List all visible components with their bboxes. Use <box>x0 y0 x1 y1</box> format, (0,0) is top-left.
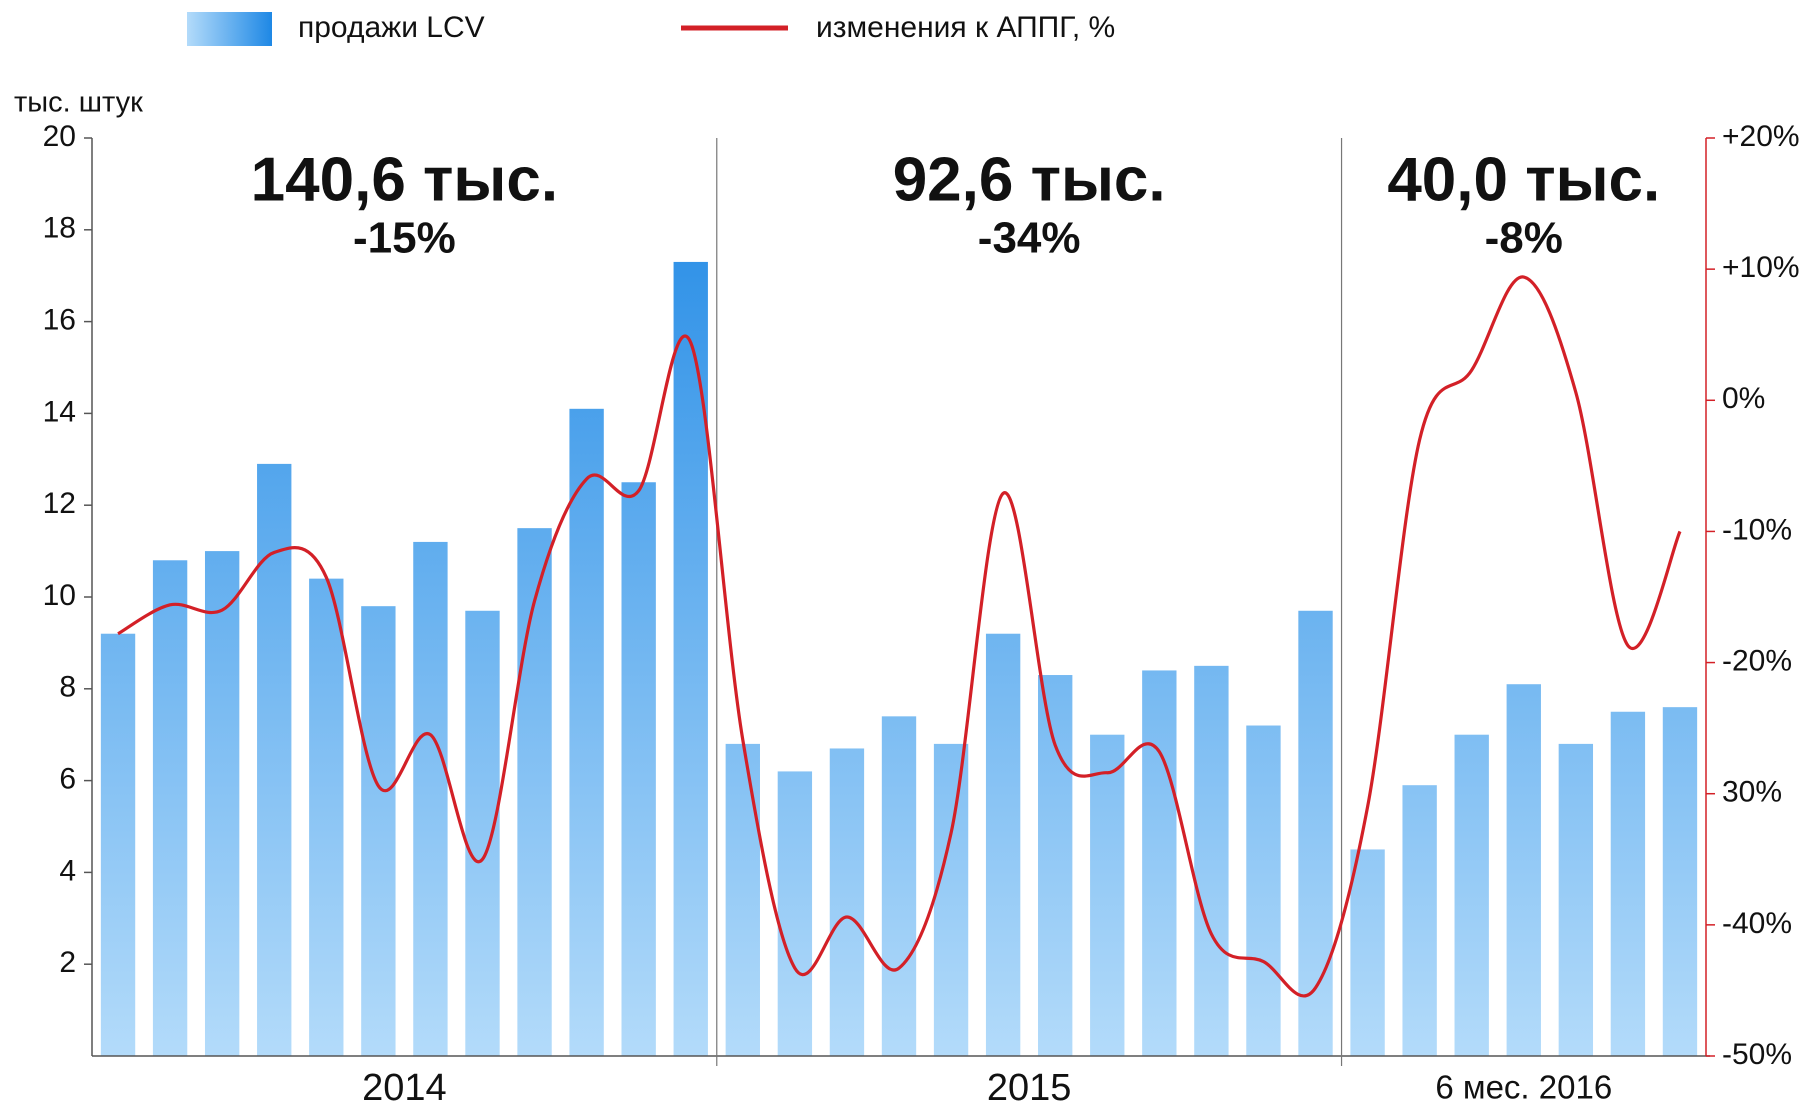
y-tick-label: 6 <box>59 763 76 796</box>
bar <box>673 261 708 1056</box>
bar <box>1350 849 1385 1056</box>
bar <box>413 541 448 1056</box>
y2-tick-label: -20% <box>1722 644 1792 677</box>
y-tick-label: 18 <box>43 212 76 245</box>
bar <box>1038 675 1073 1056</box>
bar <box>1090 734 1125 1056</box>
bar <box>309 578 344 1056</box>
y2-tick-label: 30% <box>1722 776 1782 809</box>
bar <box>1506 684 1541 1056</box>
legend-label: изменения к АППГ, % <box>816 11 1115 44</box>
group-change: -34% <box>978 214 1081 263</box>
y-tick-label: 14 <box>43 395 76 428</box>
y2-tick-label: 0% <box>1722 382 1765 415</box>
bar <box>1402 785 1437 1056</box>
bar <box>517 528 552 1056</box>
group-total: 40,0 тыс. <box>1387 145 1660 214</box>
bar <box>1142 670 1177 1056</box>
y-tick-label: 8 <box>59 671 76 704</box>
bar <box>1610 711 1646 1056</box>
bar <box>1454 734 1489 1056</box>
bar <box>1662 707 1698 1056</box>
bar <box>829 748 865 1056</box>
y2-tick-label: +20% <box>1722 120 1800 153</box>
group-change: -8% <box>1485 214 1563 263</box>
y-tick-label: 16 <box>43 304 76 337</box>
line <box>117 275 1682 998</box>
bar <box>152 560 188 1056</box>
bar <box>777 771 813 1056</box>
bar <box>465 610 500 1056</box>
y-tick-label: 2 <box>59 946 76 979</box>
group-total: 140,6 тыс. <box>251 145 558 214</box>
legend-label: продажи LCV <box>298 11 485 44</box>
legend-swatch <box>187 12 272 46</box>
group-change: -15% <box>353 214 456 263</box>
bar <box>1246 725 1281 1056</box>
bar <box>985 633 1021 1056</box>
group-label: 2014 <box>362 1067 447 1109</box>
bar <box>881 716 917 1056</box>
bar <box>1558 743 1594 1056</box>
y-tick-label: 20 <box>43 120 76 153</box>
y2-tick-label: -50% <box>1722 1038 1792 1071</box>
bar <box>361 606 396 1056</box>
y-tick-label: 12 <box>43 487 76 520</box>
group-label: 6 мес. 2016 <box>1435 1069 1612 1106</box>
y2-tick-label: -40% <box>1722 907 1792 940</box>
bar <box>204 551 240 1056</box>
bar <box>569 408 604 1056</box>
group-label: 2015 <box>987 1067 1072 1109</box>
bar <box>621 482 656 1056</box>
y-tick-label: 4 <box>59 854 76 887</box>
y2-tick-label: -10% <box>1722 513 1792 546</box>
bar <box>100 633 136 1056</box>
bar <box>1194 665 1229 1056</box>
y-tick-label: 10 <box>43 579 76 612</box>
group-total: 92,6 тыс. <box>893 145 1166 214</box>
bar <box>933 743 969 1056</box>
unit-label: тыс. штук <box>14 87 143 119</box>
bar <box>1298 610 1333 1056</box>
bar <box>725 743 760 1056</box>
y2-tick-label: +10% <box>1722 251 1800 284</box>
